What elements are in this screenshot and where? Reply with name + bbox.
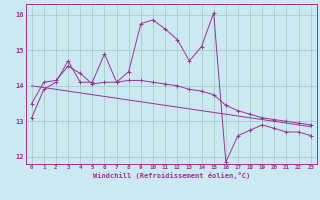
X-axis label: Windchill (Refroidissement éolien,°C): Windchill (Refroidissement éolien,°C) [92,172,250,179]
